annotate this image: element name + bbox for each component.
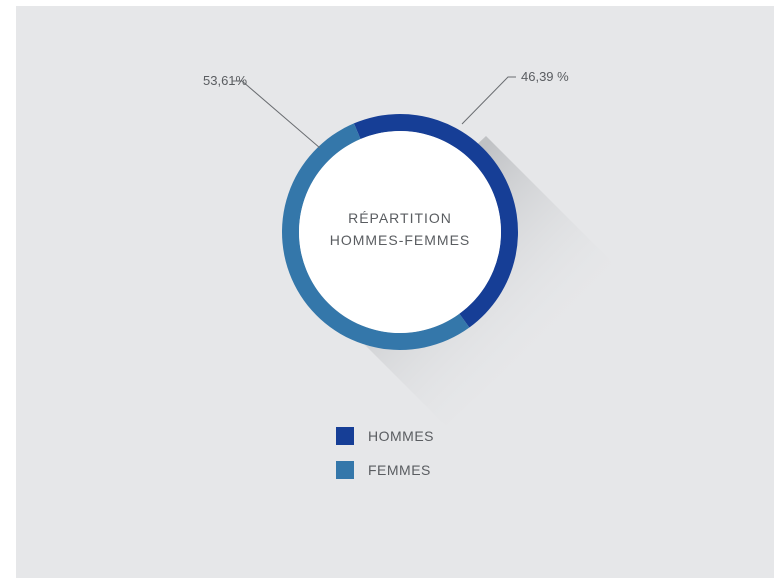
- slice-femmes: [281, 123, 470, 350]
- center-title-line-2: HOMMES-FEMMES: [330, 232, 471, 248]
- slice-hommes: [353, 114, 518, 328]
- legend-label-femmes: FEMMES: [368, 462, 431, 478]
- donut-chart: RÉPARTITION HOMMES-FEMMES 53,61% 46,39 %: [203, 69, 616, 426]
- slice-label-femmes: 53,61%: [203, 73, 248, 88]
- legend-item-hommes: HOMMES: [336, 425, 434, 447]
- legend-label-hommes: HOMMES: [368, 428, 434, 444]
- leader-line-hommes: [461, 76, 516, 125]
- leader-line-femmes: [232, 80, 321, 149]
- center-title-line-1: RÉPARTITION: [348, 210, 452, 226]
- ring-center: [299, 131, 501, 333]
- legend-swatch-femmes: [336, 461, 354, 479]
- chart-panel: RÉPARTITION HOMMES-FEMMES 53,61% 46,39 %…: [16, 6, 774, 578]
- legend: HOMMES FEMMES: [336, 425, 434, 493]
- legend-item-femmes: FEMMES: [336, 459, 434, 481]
- legend-swatch-hommes: [336, 427, 354, 445]
- slice-label-hommes: 46,39 %: [521, 69, 569, 84]
